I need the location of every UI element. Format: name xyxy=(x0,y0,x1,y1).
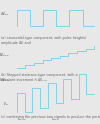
Text: (b) Stepped staircase-type component, with a
constant increment h ΔEₛₜₑₖ: (b) Stepped staircase-type component, wi… xyxy=(1,73,78,82)
Text: $2\Delta E_{sw}$: $2\Delta E_{sw}$ xyxy=(99,77,100,84)
Text: (a) sinusoidal-type component, with pulse heights/
amplitude ΔE and: (a) sinusoidal-type component, with puls… xyxy=(1,36,86,45)
Text: $2\Delta E_{sw}$: $2\Delta E_{sw}$ xyxy=(0,77,10,84)
Text: (c) combining the previous two signals to produce the perturbation of differenti: (c) combining the previous two signals t… xyxy=(1,115,100,119)
Text: $t_{pulse}$: $t_{pulse}$ xyxy=(17,115,26,122)
Text: $E_{dc}$: $E_{dc}$ xyxy=(3,100,10,108)
Text: $t_{step}$: $t_{step}$ xyxy=(51,115,60,122)
Text: $\Delta E_{step}$: $\Delta E_{step}$ xyxy=(0,51,10,58)
Text: $\Delta E_{sw}$: $\Delta E_{sw}$ xyxy=(0,11,10,18)
